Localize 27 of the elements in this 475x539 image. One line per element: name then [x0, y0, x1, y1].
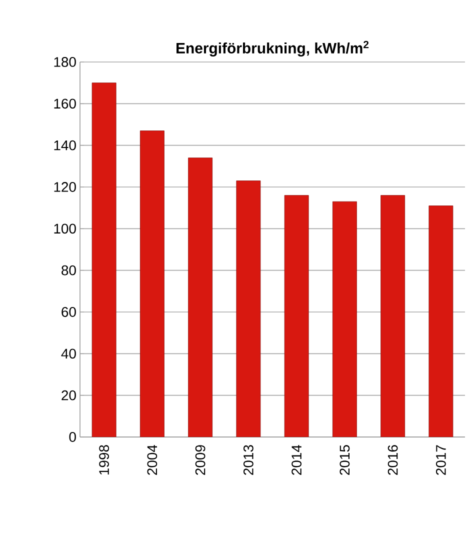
y-tick-label: 20	[62, 390, 76, 400]
bar	[284, 195, 309, 437]
x-tick-label: 2015	[340, 445, 350, 475]
y-tick-label: 100	[54, 224, 76, 234]
x-tick-label: 2017	[436, 445, 446, 475]
bar	[188, 158, 213, 437]
bar	[140, 130, 164, 437]
y-tick-label: 140	[54, 140, 76, 150]
y-tick-label: 120	[54, 182, 76, 192]
x-tick-label: 2009	[195, 445, 206, 475]
y-tick-label: 80	[62, 265, 76, 276]
x-tick-label: 1998	[99, 445, 110, 474]
x-tick-label: 2016	[388, 445, 398, 475]
y-tick-label: 40	[61, 348, 76, 359]
bar	[380, 195, 406, 437]
x-tick-label: 2014	[292, 444, 302, 475]
bar	[92, 82, 116, 437]
bar	[428, 206, 454, 437]
y-tick-label: 180	[54, 57, 76, 67]
chart-title: Energiförbrukning, kWh/m$^{2}$	[176, 40, 369, 57]
y-tick-label: 60	[62, 307, 76, 317]
y-tick-label: 0	[69, 432, 76, 442]
x-tick-label: 2013	[243, 445, 254, 475]
bar	[236, 180, 261, 437]
y-tick-label: 160	[54, 98, 76, 109]
x-tick-label: 2004	[147, 444, 158, 475]
bar	[332, 201, 357, 437]
